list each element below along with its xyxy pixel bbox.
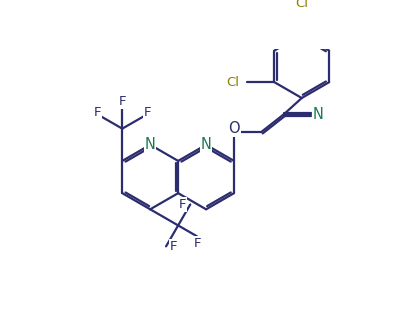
- Text: F: F: [179, 198, 187, 211]
- Text: F: F: [170, 240, 177, 253]
- Text: F: F: [94, 106, 101, 119]
- Text: Cl: Cl: [295, 0, 308, 10]
- Text: F: F: [143, 106, 151, 119]
- Text: F: F: [193, 237, 201, 250]
- Text: F: F: [118, 95, 126, 109]
- Text: N: N: [313, 107, 324, 122]
- Text: N: N: [201, 137, 211, 152]
- Text: O: O: [228, 121, 240, 136]
- Text: Cl: Cl: [227, 76, 240, 89]
- Text: N: N: [145, 137, 156, 152]
